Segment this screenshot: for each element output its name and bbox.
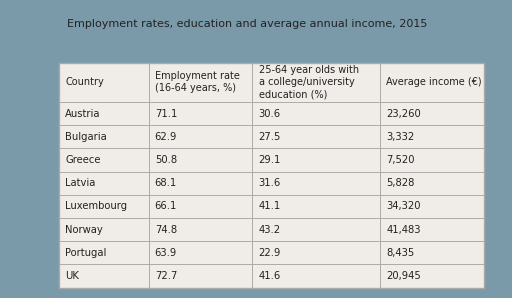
Text: 29.1: 29.1 bbox=[259, 155, 281, 165]
Text: 34,320: 34,320 bbox=[386, 201, 420, 211]
Text: Portugal: Portugal bbox=[65, 248, 106, 258]
Text: 20,945: 20,945 bbox=[386, 271, 421, 281]
Text: 71.1: 71.1 bbox=[155, 108, 177, 119]
FancyBboxPatch shape bbox=[59, 63, 484, 288]
Text: 25-64 year olds with
a college/university
education (%): 25-64 year olds with a college/universit… bbox=[259, 65, 359, 100]
Text: 5,828: 5,828 bbox=[386, 178, 415, 188]
Text: 66.1: 66.1 bbox=[155, 201, 177, 211]
Text: 41.1: 41.1 bbox=[259, 201, 281, 211]
Text: 31.6: 31.6 bbox=[259, 178, 281, 188]
Text: 50.8: 50.8 bbox=[155, 155, 177, 165]
Text: 8,435: 8,435 bbox=[386, 248, 414, 258]
Text: Average income (€): Average income (€) bbox=[386, 77, 482, 87]
Text: 63.9: 63.9 bbox=[155, 248, 177, 258]
Text: 72.7: 72.7 bbox=[155, 271, 177, 281]
Text: 68.1: 68.1 bbox=[155, 178, 177, 188]
Text: Employment rate
(16-64 years, %): Employment rate (16-64 years, %) bbox=[155, 71, 240, 94]
Text: Greece: Greece bbox=[65, 155, 100, 165]
Text: 41,483: 41,483 bbox=[386, 225, 420, 235]
Text: 7,520: 7,520 bbox=[386, 155, 415, 165]
Text: 41.6: 41.6 bbox=[259, 271, 281, 281]
Text: 62.9: 62.9 bbox=[155, 132, 177, 142]
Text: 74.8: 74.8 bbox=[155, 225, 177, 235]
Text: Employment rates, education and average annual income, 2015: Employment rates, education and average … bbox=[67, 19, 427, 30]
Text: 30.6: 30.6 bbox=[259, 108, 281, 119]
Text: UK: UK bbox=[65, 271, 79, 281]
Text: Country: Country bbox=[65, 77, 104, 87]
Text: Bulgaria: Bulgaria bbox=[65, 132, 107, 142]
Text: Latvia: Latvia bbox=[65, 178, 95, 188]
Text: 23,260: 23,260 bbox=[386, 108, 421, 119]
Text: 43.2: 43.2 bbox=[259, 225, 281, 235]
Text: 27.5: 27.5 bbox=[259, 132, 281, 142]
Text: 3,332: 3,332 bbox=[386, 132, 414, 142]
Text: 22.9: 22.9 bbox=[259, 248, 281, 258]
Text: Norway: Norway bbox=[65, 225, 103, 235]
Text: Austria: Austria bbox=[65, 108, 100, 119]
Text: Luxembourg: Luxembourg bbox=[65, 201, 127, 211]
